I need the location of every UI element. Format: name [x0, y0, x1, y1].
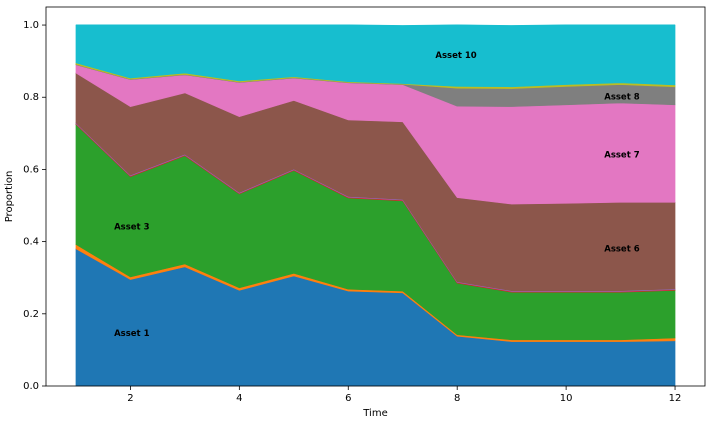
y-tick-label: 0.0 [23, 381, 39, 392]
x-tick-label: 6 [345, 393, 351, 404]
y-tick-label: 0.6 [23, 164, 39, 175]
annotation-label: Asset 7 [604, 150, 639, 160]
x-axis: 2 4 6 8 10 12 [127, 386, 681, 404]
y-axis: 0.0 0.2 0.4 0.6 0.8 1.0 [23, 20, 46, 392]
y-tick-label: 1.0 [23, 20, 39, 31]
annotation-label: Asset 1 [114, 329, 149, 339]
x-tick-label: 2 [127, 393, 133, 404]
annotation-label: Asset 6 [604, 244, 639, 254]
annotations: Asset 1 Asset 3 Asset 6 Asset 7 Asset 8 Asset… [114, 51, 640, 339]
y-tick-label: 0.4 [23, 237, 39, 248]
annotation-label: Asset 3 [114, 223, 149, 233]
x-tick-label: 4 [236, 393, 242, 404]
area-edge-10 [75, 24, 676, 27]
y-tick-label: 0.2 [23, 309, 39, 320]
y-tick-label: 0.8 [23, 92, 39, 103]
area-layers [75, 24, 676, 387]
annotation-label: Asset 8 [604, 93, 639, 103]
y-axis-label: Proportion [4, 171, 15, 223]
x-axis-label: Time [362, 408, 387, 419]
x-tick-label: 10 [560, 393, 573, 404]
plot-frame [45, 6, 706, 387]
x-tick-label: 12 [669, 393, 682, 404]
x-tick-label: 8 [454, 393, 460, 404]
annotation-label: Asset 10 [435, 51, 476, 61]
